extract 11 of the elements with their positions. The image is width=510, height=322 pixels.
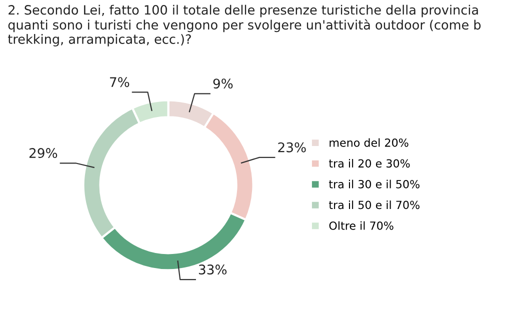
legend-label: tra il 50 e il 70%: [328, 200, 420, 210]
data-label: 33%: [198, 264, 227, 275]
data-label: 9%: [213, 78, 233, 89]
legend-label: Oltre il 70%: [329, 221, 394, 230]
legend-label: meno del 20%: [330, 138, 408, 147]
legend-label: tra il 30 e il 50%: [328, 180, 420, 188]
chart-title: 2. Secondo Lei, fatto 100 il totale delle presenze turistiche della provincia quanti sono i turisti che vengono per svolgere un'attività outdoor (come b trekking, arrampicata, ecc.)?: [8, 4, 481, 46]
data-label: 29%: [29, 148, 58, 158]
data-label: 23%: [278, 142, 306, 152]
data-label: 7%: [110, 77, 130, 88]
legend-label: tra il 20 e 30%: [328, 159, 410, 168]
